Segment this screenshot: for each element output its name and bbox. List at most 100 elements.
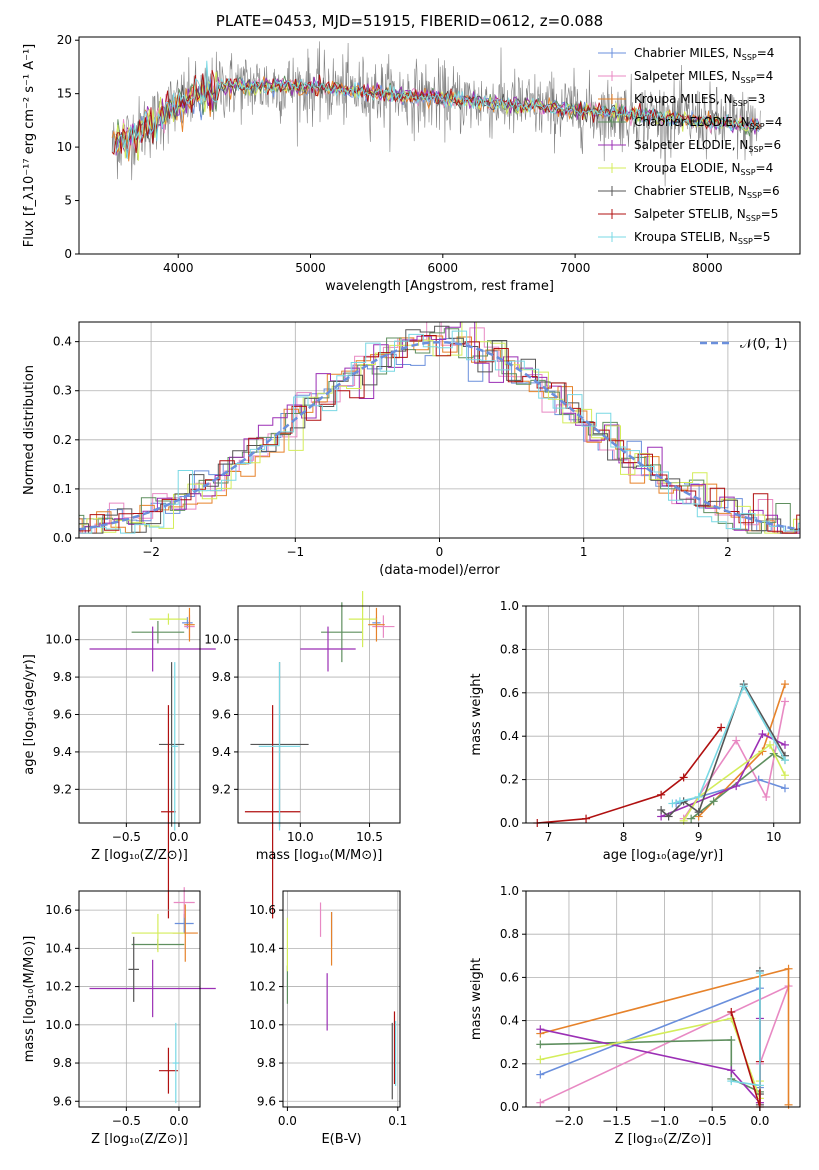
weight-line-1 bbox=[540, 987, 761, 1088]
observed-spectrum-line bbox=[111, 41, 761, 187]
y-tick-label: 0.2 bbox=[500, 773, 519, 787]
legend-label-8: Salpeter STELIB, NSSP=5 bbox=[634, 207, 778, 223]
spectrum-legend: Chabrier MILES, NSSP=4 Salpeter MILES, NS… bbox=[598, 46, 782, 246]
x-tick-label: 7 bbox=[545, 830, 553, 844]
y-tick-label: 9.8 bbox=[53, 670, 72, 684]
y-tick-label: 0 bbox=[64, 247, 72, 261]
y-tick-label: 9.2 bbox=[53, 782, 72, 796]
weight-line-8 bbox=[730, 1011, 761, 1108]
axes-frame bbox=[525, 890, 801, 1108]
y-axis-label: mass weight bbox=[469, 673, 484, 755]
y-axis-label: Normed distribution bbox=[22, 365, 37, 495]
y-axis-label: mass [log₁₀(M/M⊙)] bbox=[22, 936, 37, 1063]
y-tick-label: 10.4 bbox=[249, 941, 276, 955]
y-tick-label: 9.6 bbox=[53, 708, 72, 722]
y-tick-label: 10.2 bbox=[249, 980, 276, 994]
weight-line-6 bbox=[682, 743, 786, 822]
x-axis-label: (data-model)/error bbox=[379, 563, 500, 578]
gaussian-curve bbox=[78, 340, 801, 531]
y-tick-label: 9.8 bbox=[53, 1056, 72, 1070]
y-tick-label: 10.2 bbox=[45, 980, 72, 994]
mass_vs_Z-panel: −0.5 0.0 9.6 9.8 10.0 10.2 10.4 10.6 Z [log₁₀(Z/… bbox=[22, 887, 216, 1147]
model-spectrum-line-9 bbox=[115, 60, 760, 160]
x-tick-label: 1 bbox=[580, 545, 588, 559]
y-tick-label: 0.4 bbox=[53, 335, 72, 349]
legend-label-2: Salpeter MILES, NSSP=4 bbox=[634, 69, 773, 85]
y-tick-label: 10.0 bbox=[45, 633, 72, 647]
legend-label-6: Kroupa ELODIE, NSSP=4 bbox=[634, 161, 773, 177]
y-tick-label: 9.8 bbox=[257, 1056, 276, 1070]
y-tick-label: 0.4 bbox=[500, 729, 519, 743]
y-tick-label: 0.0 bbox=[53, 531, 72, 545]
axes-frame bbox=[78, 36, 801, 255]
y-axis-label: mass weight bbox=[469, 958, 484, 1040]
y-tick-label: 20 bbox=[57, 33, 72, 47]
x-tick-label: 6000 bbox=[428, 261, 459, 275]
y-tick-label: 10 bbox=[57, 140, 72, 154]
y-tick-label: 9.6 bbox=[212, 708, 231, 722]
x-tick-label: 0.0 bbox=[169, 830, 188, 844]
x-tick-label: −0.5 bbox=[698, 1114, 727, 1128]
x-axis-label: E(B-V) bbox=[321, 1132, 361, 1147]
x-tick-label: 0 bbox=[436, 545, 444, 559]
x-axis-label: Z [log₁₀(Z/Z⊙)] bbox=[91, 848, 188, 863]
x-tick-label: 0.0 bbox=[278, 1114, 297, 1128]
axes-frame bbox=[525, 605, 801, 824]
x-tick-label: 10.0 bbox=[287, 830, 314, 844]
y-tick-label: 10.0 bbox=[204, 633, 231, 647]
x-axis-label: Z [log₁₀(Z/Z⊙)] bbox=[91, 1132, 188, 1147]
x-tick-label: −2 bbox=[142, 545, 160, 559]
x-tick-label: 10 bbox=[766, 830, 781, 844]
y-tick-label: 0.2 bbox=[500, 1057, 519, 1071]
weight_vs_Z-panel: −2.0 −1.5 −1.0 −0.5 0.0 0.0 0.2 0.4 0.6 0.8 1.0 Z [… bbox=[469, 884, 801, 1147]
x-axis-label: age [log₁₀(age/yr)] bbox=[603, 848, 724, 863]
x-tick-label: 9 bbox=[695, 830, 703, 844]
y-tick-label: 5 bbox=[64, 194, 72, 208]
y-tick-label: 1.0 bbox=[500, 884, 519, 898]
x-tick-label: 0.0 bbox=[750, 1114, 769, 1128]
x-axis-label: wavelength [Angstrom, rest frame] bbox=[325, 279, 554, 294]
y-tick-label: 10.6 bbox=[45, 903, 72, 917]
x-tick-label: −2.0 bbox=[554, 1114, 583, 1128]
y-tick-label: 9.8 bbox=[212, 670, 231, 684]
y-tick-label: 0.1 bbox=[53, 482, 72, 496]
x-tick-label: 0.0 bbox=[169, 1114, 188, 1128]
legend-label-4: Chabrier ELODIE, NSSP=4 bbox=[634, 115, 782, 131]
y-tick-label: 0.4 bbox=[500, 1014, 519, 1028]
weight-line-4 bbox=[540, 1039, 761, 1093]
y-tick-label: 0.2 bbox=[53, 433, 72, 447]
y-tick-label: 15 bbox=[57, 87, 72, 101]
x-tick-label: 10.5 bbox=[356, 830, 383, 844]
y-axis-label: Flux [f_λ10⁻¹⁷ erg cm⁻² s⁻¹ A⁻¹] bbox=[22, 44, 37, 248]
y-tick-label: 9.6 bbox=[257, 1094, 276, 1108]
y-tick-label: 9.4 bbox=[53, 745, 72, 759]
x-axis-label: Z [log₁₀(Z/Z⊙)] bbox=[615, 1132, 712, 1147]
x-tick-label: 4000 bbox=[163, 261, 194, 275]
y-tick-label: 0.8 bbox=[500, 642, 519, 656]
residuals-panel: −2 −1 0 1 2 0.0 0.1 0.2 0.3 0.4 (data-model)/error… bbox=[22, 321, 801, 578]
x-tick-label: 5000 bbox=[295, 261, 326, 275]
x-tick-label: 8 bbox=[620, 830, 628, 844]
figure-title: PLATE=0453, MJD=51915, FIBERID=0612, z=0… bbox=[215, 12, 604, 30]
y-tick-label: 0.3 bbox=[53, 384, 72, 398]
x-tick-label: −1 bbox=[286, 545, 304, 559]
axes-frame bbox=[78, 890, 201, 1108]
legend-label-3: Kroupa MILES, NSSP=3 bbox=[634, 92, 765, 108]
y-tick-label: 9.2 bbox=[212, 782, 231, 796]
weight-line-7 bbox=[660, 682, 786, 818]
legend-label-7: Chabrier STELIB, NSSP=6 bbox=[634, 184, 780, 200]
x-tick-label: −1.5 bbox=[602, 1114, 631, 1128]
x-tick-label: −1.0 bbox=[650, 1114, 679, 1128]
x-tick-label: 0.1 bbox=[388, 1114, 407, 1128]
y-tick-label: 10.4 bbox=[45, 941, 72, 955]
y-tick-label: 9.4 bbox=[212, 745, 231, 759]
x-tick-label: 8000 bbox=[692, 261, 723, 275]
weight-line-4 bbox=[690, 752, 786, 820]
x-tick-label: −0.5 bbox=[112, 830, 141, 844]
x-axis-label: mass [log₁₀(M/M⊙)] bbox=[256, 848, 383, 863]
x-tick-label: 2 bbox=[724, 545, 732, 559]
x-tick-label: 7000 bbox=[560, 261, 591, 275]
y-axis-label: age [log₁₀(age/yr)] bbox=[22, 654, 37, 775]
y-tick-label: 0.8 bbox=[500, 927, 519, 941]
